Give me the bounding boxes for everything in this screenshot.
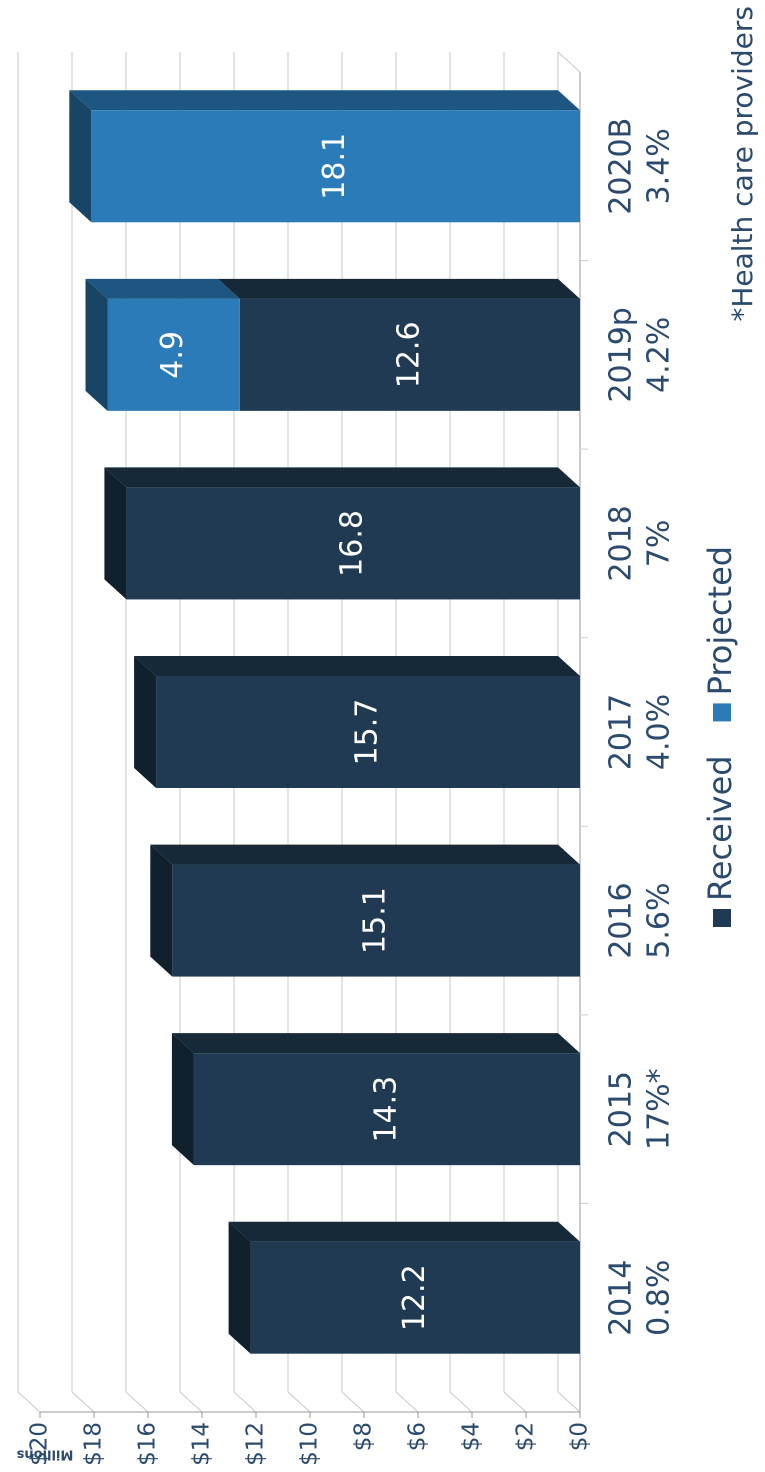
y-tick-label: $4 (459, 1422, 485, 1451)
bar-value-label: 15.7 (350, 699, 385, 766)
bar-top (171, 1033, 194, 1166)
grid-line-diagonal (503, 1391, 527, 1413)
grid-line-diagonal (233, 1391, 257, 1413)
y-tick-label: $18 (81, 1422, 107, 1466)
bar-value-label: 14.3 (368, 1076, 403, 1143)
legend-swatch (713, 909, 731, 927)
growth-label: 4.2% (642, 317, 677, 393)
bar-value-label: 15.1 (358, 887, 393, 954)
bar-side (85, 278, 240, 299)
legend-swatch (713, 703, 731, 722)
grid-line-diagonal (287, 1391, 311, 1413)
x-tick-label: 2014 (604, 1260, 639, 1336)
y-tick-label: $8 (351, 1422, 377, 1451)
bar-side (150, 844, 580, 865)
x-tick-label: 2020B (604, 118, 639, 215)
grid-line-diagonal (449, 1391, 473, 1413)
grid-line-diagonal (71, 1391, 95, 1413)
grid-line-diagonal (557, 1391, 581, 1413)
bar-top (85, 278, 108, 411)
bar-side (217, 278, 580, 299)
bar-top (228, 1221, 251, 1354)
y-tick-label: $6 (405, 1422, 431, 1451)
bar-value-label: 18.1 (317, 133, 352, 200)
bar-side (228, 1221, 580, 1242)
y-tick-label: $20 (27, 1422, 53, 1466)
x-tick-label: 2018 (604, 505, 639, 581)
bar-value-label: 4.9 (155, 331, 190, 379)
growth-label: 4.0% (642, 694, 677, 770)
bar-side (104, 467, 580, 488)
legend-label: Projected (701, 546, 739, 695)
x-tick-label: 2015 (604, 1071, 639, 1147)
bar-top (69, 90, 92, 223)
bar (172, 864, 581, 977)
grid-line-diagonal (341, 1391, 365, 1413)
bar-top (134, 656, 157, 788)
bar (193, 1053, 580, 1166)
growth-label: 17%* (642, 1068, 677, 1150)
floor-end (557, 51, 581, 73)
y-tick-label: $14 (189, 1422, 215, 1466)
bar-top (150, 844, 173, 977)
bar-value-label: 16.8 (335, 510, 370, 577)
legend-label: Received (701, 755, 739, 901)
y-tick-label: $12 (243, 1422, 269, 1466)
bar (239, 298, 581, 411)
bar (250, 1241, 580, 1354)
x-tick-label: 2016 (604, 882, 639, 958)
growth-label: 5.6% (642, 882, 677, 958)
bar (156, 676, 580, 788)
x-tick-label: 2017 (604, 694, 639, 770)
y-tick-label: $10 (297, 1422, 323, 1466)
growth-label: 3.4% (642, 128, 677, 204)
grid-line-diagonal (395, 1391, 419, 1413)
grid-line-diagonal (125, 1391, 149, 1413)
bar-top (104, 467, 127, 600)
growth-label: 0.8% (642, 1260, 677, 1336)
bar-value-label: 12.6 (391, 321, 426, 388)
y-tick-label: $0 (567, 1422, 593, 1451)
bar-side (69, 90, 580, 111)
grid-line-diagonal (179, 1391, 203, 1413)
grid-line-diagonal (17, 1391, 41, 1413)
y-tick-label: $2 (513, 1422, 539, 1451)
x-tick-label: 2019p (604, 307, 639, 402)
bar (126, 487, 581, 600)
bar-side (171, 1033, 580, 1054)
bar (107, 298, 240, 411)
y-axis-label: Millions (16, 1447, 73, 1462)
bar (91, 110, 581, 223)
growth-label: 7% (642, 520, 677, 568)
bar-side (134, 656, 580, 676)
bar-value-label: 12.2 (397, 1264, 432, 1331)
footnote: *Health care providers (726, 6, 759, 322)
y-tick-label: $16 (135, 1422, 161, 1466)
